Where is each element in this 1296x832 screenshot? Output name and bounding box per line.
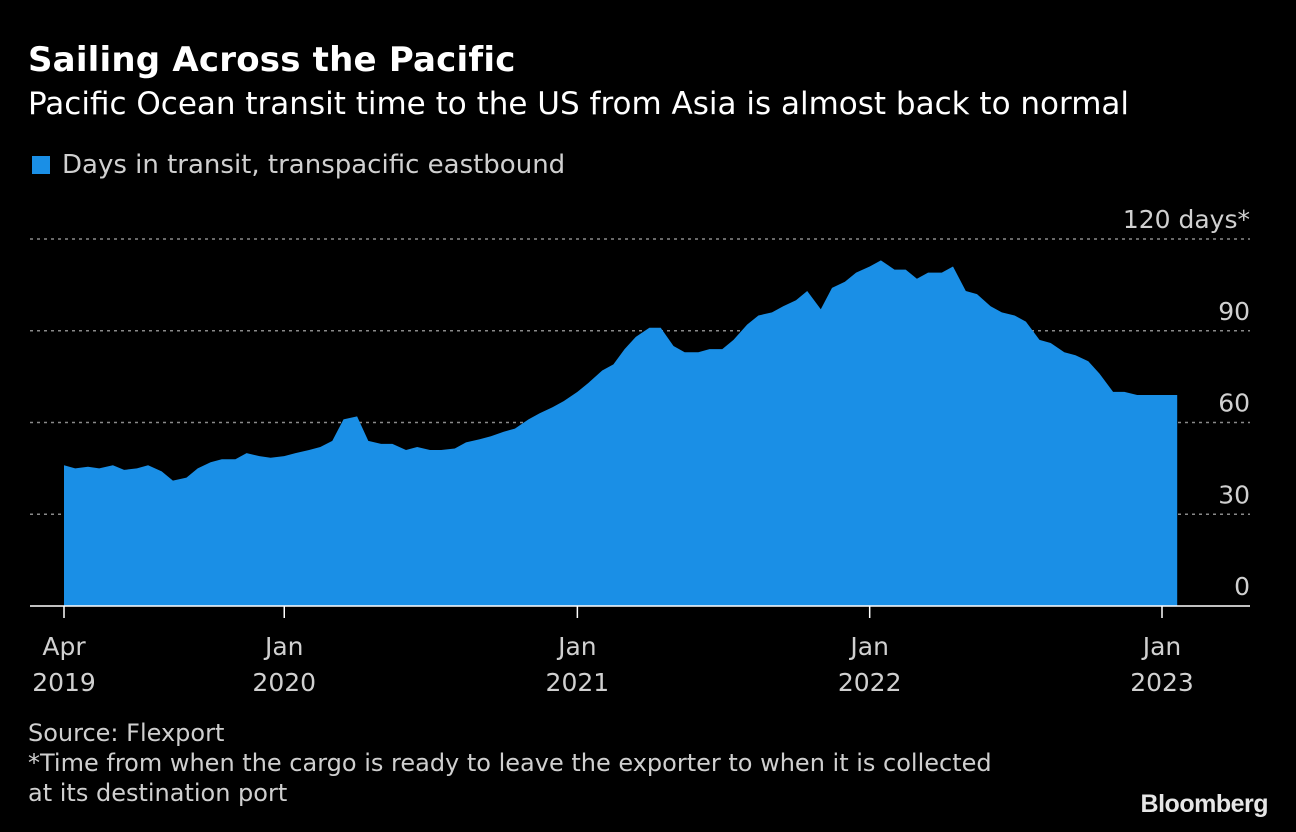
series-area xyxy=(64,260,1178,606)
y-tick-label: 30 xyxy=(1218,480,1250,509)
x-axis-labels: Apr 2019 Jan 2020 Jan 2021 Jan 2022 Jan 2023 xyxy=(32,632,1194,697)
x-tick-label-month: Apr xyxy=(42,632,86,661)
legend: Days in transit, transpacific eastbound xyxy=(32,150,565,180)
chart-subtitle: Pacific Ocean transit time to the US fro… xyxy=(28,86,1130,122)
footnote-line-1: *Time from when the cargo is ready to le… xyxy=(28,749,992,777)
chart-title: Sailing Across the Pacific xyxy=(28,40,516,80)
legend-label: Days in transit, transpacific eastbound xyxy=(62,150,566,180)
x-tick-label-month: Jan xyxy=(556,632,597,661)
x-tick-label-year: 2023 xyxy=(1130,668,1194,697)
legend-swatch xyxy=(32,156,50,174)
bloomberg-logo: Bloomberg xyxy=(1140,790,1269,818)
x-tick-label-month: Jan xyxy=(1141,632,1182,661)
x-tick-label-year: 2019 xyxy=(32,668,96,697)
footnote-line-2: at its destination port xyxy=(28,779,288,807)
series-area-path xyxy=(64,260,1178,606)
x-tick-label-year: 2022 xyxy=(838,668,902,697)
y-tick-label: 90 xyxy=(1218,297,1250,326)
y-tick-label: 60 xyxy=(1218,389,1250,418)
x-tick-label-month: Jan xyxy=(848,632,889,661)
source-note: Source: Flexport xyxy=(28,719,225,747)
y-tick-label: 0 xyxy=(1234,572,1250,601)
footer: Source: Flexport *Time from when the car… xyxy=(28,718,992,808)
y-axis-labels: 0 30 60 90 120 days* xyxy=(1123,205,1250,601)
x-tick-label-year: 2021 xyxy=(546,668,610,697)
x-tick-label-month: Jan xyxy=(263,632,304,661)
y-tick-label: 120 days* xyxy=(1123,205,1250,234)
x-tick-label-year: 2020 xyxy=(252,668,316,697)
x-axis xyxy=(30,605,1250,618)
